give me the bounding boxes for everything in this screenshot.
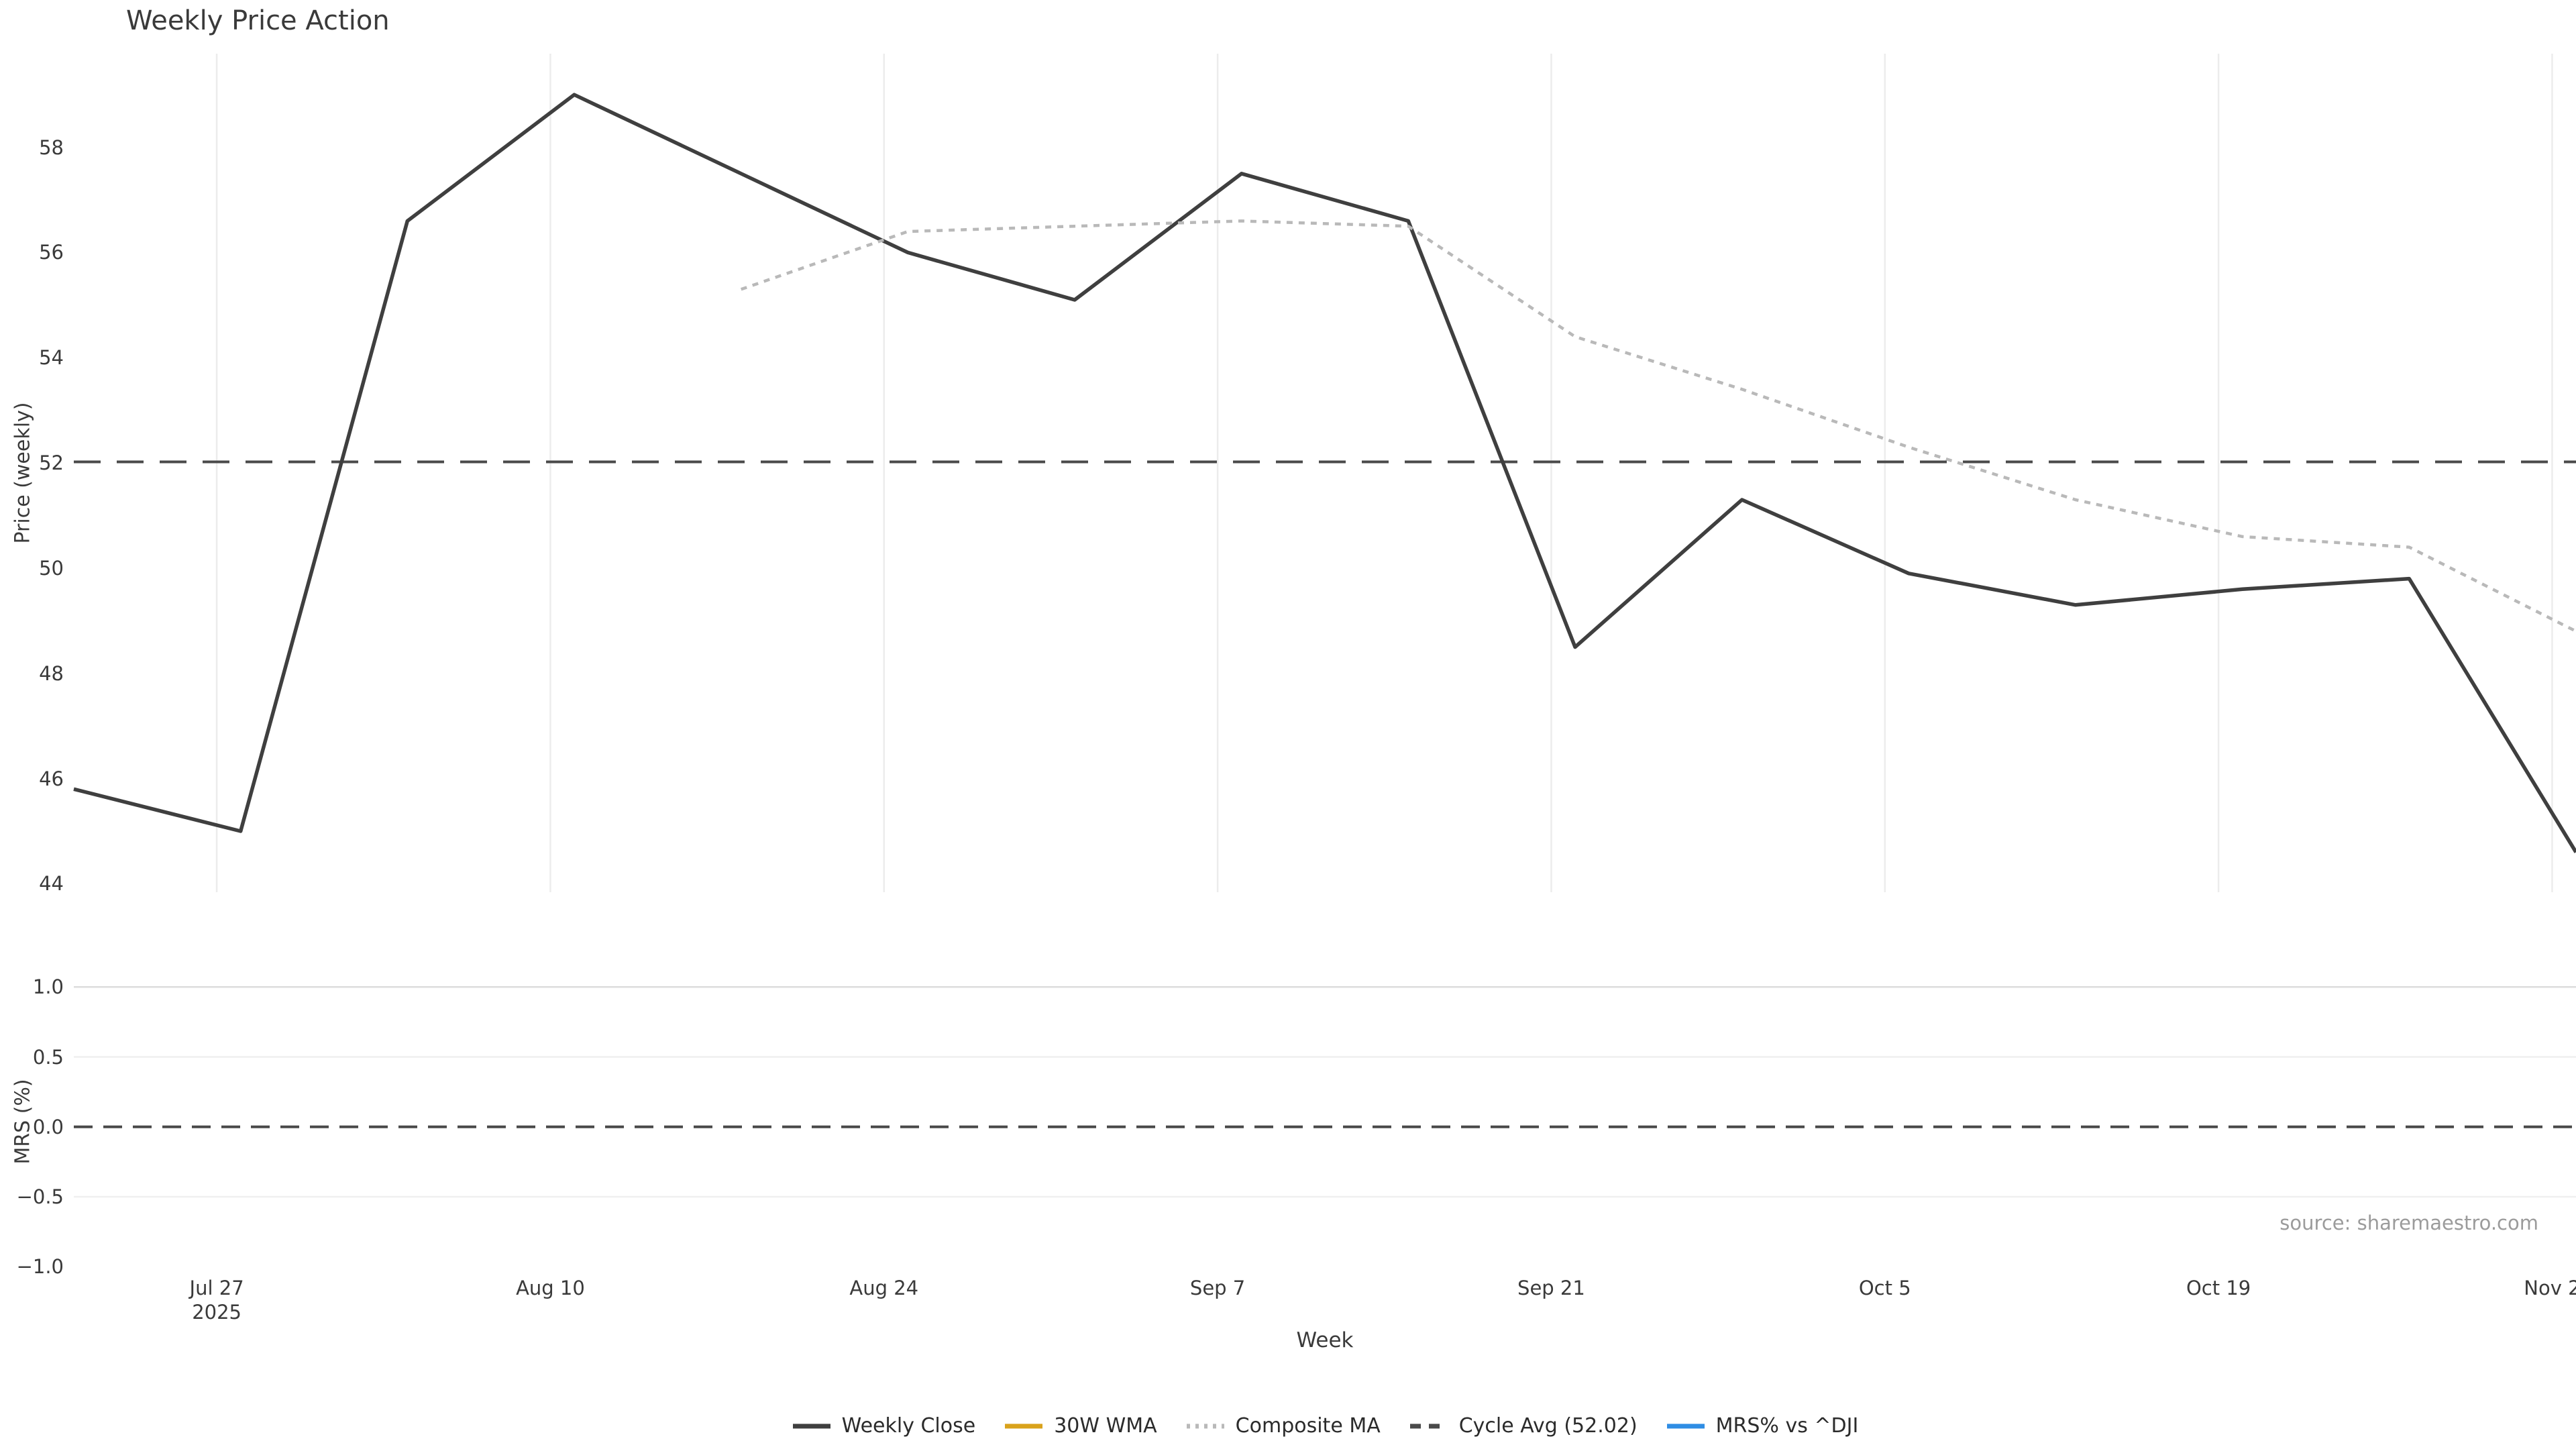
legend-item: Cycle Avg (52.02) bbox=[1409, 1414, 1638, 1438]
legend-label: MRS% vs ^DJI bbox=[1715, 1414, 1859, 1438]
price-tick-label: 56 bbox=[39, 241, 64, 264]
mrs-tick-label: 0.0 bbox=[32, 1115, 64, 1138]
mrs-tick-label: −0.5 bbox=[16, 1185, 64, 1208]
legend-label: Composite MA bbox=[1235, 1414, 1381, 1438]
legend-label: Weekly Close bbox=[841, 1414, 976, 1438]
x-tick-label: Oct 5 bbox=[1858, 1277, 1911, 1299]
price-tick-label: 46 bbox=[39, 767, 64, 790]
legend-item: Composite MA bbox=[1185, 1414, 1381, 1438]
price-tick-label: 50 bbox=[39, 556, 64, 580]
price-tick-label: 52 bbox=[39, 451, 64, 474]
x-tick-label: Oct 19 bbox=[2186, 1277, 2251, 1299]
composite-ma-line bbox=[740, 219, 2576, 633]
legend-item: MRS% vs ^DJI bbox=[1666, 1414, 1859, 1438]
legend-label: Cycle Avg (52.02) bbox=[1458, 1414, 1638, 1438]
mrs-tick-label: 1.0 bbox=[32, 975, 64, 999]
legend-swatch-dotted-icon bbox=[1186, 1424, 1224, 1428]
price-tick-label: 48 bbox=[39, 661, 64, 685]
chart-title: Weekly Price Action bbox=[126, 5, 390, 36]
x-tick-label: Sep 21 bbox=[1517, 1277, 1585, 1299]
legend: Weekly Close 30W WMA Composite MA Cycle Avg… bbox=[74, 1414, 2576, 1438]
price-tick-label: 54 bbox=[39, 346, 64, 370]
legend-swatch-solid-icon bbox=[1005, 1424, 1043, 1428]
mrs-tick-label: 0.5 bbox=[32, 1045, 64, 1069]
legend-item: Weekly Close bbox=[792, 1414, 976, 1438]
x-tick-label: Aug 10 bbox=[516, 1277, 585, 1299]
x-tick-label: Aug 24 bbox=[849, 1277, 919, 1299]
source-note: source: sharemaestro.com bbox=[2279, 1212, 2538, 1234]
legend-label: 30W WMA bbox=[1054, 1414, 1157, 1438]
mrs-tick-label: −1.0 bbox=[16, 1255, 64, 1279]
legend-swatch-dashed-icon bbox=[1409, 1424, 1448, 1428]
price-tick-label: 58 bbox=[39, 136, 64, 159]
x-tick-label: Sep 7 bbox=[1189, 1277, 1246, 1299]
x-tick-label: Jul 27 2025 bbox=[163, 1276, 270, 1325]
legend-item: 30W WMA bbox=[1004, 1414, 1157, 1438]
x-tick-label: Nov 2 bbox=[2524, 1277, 2576, 1299]
x-tick-year: 2025 bbox=[192, 1301, 241, 1324]
legend-swatch-solid-icon bbox=[792, 1424, 830, 1428]
x-axis-label: Week bbox=[1296, 1328, 1354, 1352]
legend-swatch-solid-icon bbox=[1666, 1424, 1705, 1428]
price-tick-label: 44 bbox=[39, 872, 64, 896]
weekly-close-line bbox=[73, 93, 2576, 853]
